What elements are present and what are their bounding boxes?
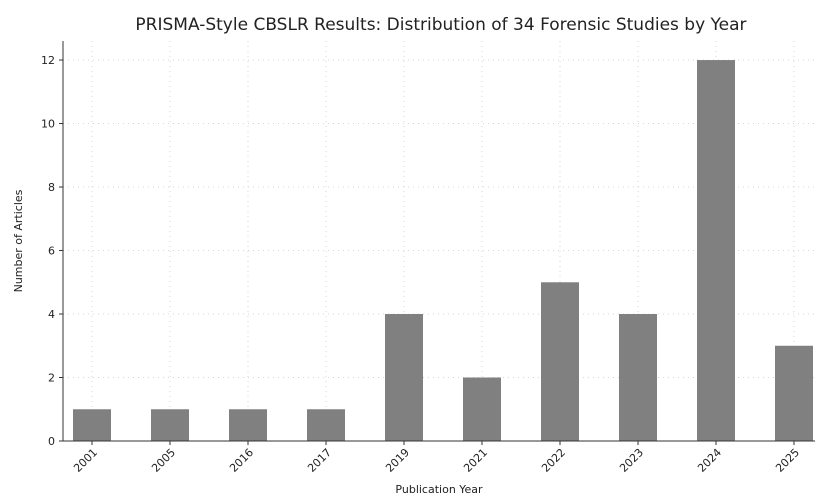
x-tick-label: 2021 <box>461 446 490 475</box>
x-tick-label: 2023 <box>617 446 646 475</box>
x-tick-label: 2016 <box>227 446 256 475</box>
y-tick-label: 4 <box>48 308 55 321</box>
bar-2001 <box>73 409 111 441</box>
y-axis-label: Number of Articles <box>12 189 25 292</box>
y-tick-label: 0 <box>48 435 55 448</box>
bar-2025 <box>775 345 813 441</box>
x-tick-label: 2001 <box>71 446 100 475</box>
y-tick-label: 2 <box>48 372 55 385</box>
bar-2016 <box>229 409 267 441</box>
bar-2019 <box>385 314 423 441</box>
bar-2024 <box>697 60 735 442</box>
y-tick-label: 12 <box>41 54 55 67</box>
x-tick-labels: 2001 2005 2016 2017 2019 2021 2022 2023 2024 2025 <box>71 441 802 475</box>
chart-title: PRISMA-Style CBSLR Results: Distribution… <box>135 15 746 35</box>
y-tick-label: 8 <box>48 181 55 194</box>
bar-2022 <box>541 282 579 441</box>
y-tick-label: 10 <box>41 118 55 131</box>
bar-2023 <box>619 314 657 441</box>
x-tick-label: 2019 <box>383 446 412 475</box>
x-axis-label: Publication Year <box>395 483 483 496</box>
y-tick-label: 6 <box>48 245 55 258</box>
x-tick-label: 2024 <box>695 446 724 475</box>
y-tick-labels: 0 2 4 6 8 10 12 <box>41 54 63 448</box>
bar-2021 <box>463 377 501 441</box>
bar-2005 <box>151 409 189 441</box>
x-tick-label: 2025 <box>773 446 802 475</box>
bars <box>73 60 813 442</box>
x-tick-label: 2017 <box>305 446 334 475</box>
x-tick-label: 2005 <box>149 446 178 475</box>
axes <box>62 41 815 442</box>
bar-2017 <box>307 409 345 441</box>
x-tick-label: 2022 <box>539 446 568 475</box>
